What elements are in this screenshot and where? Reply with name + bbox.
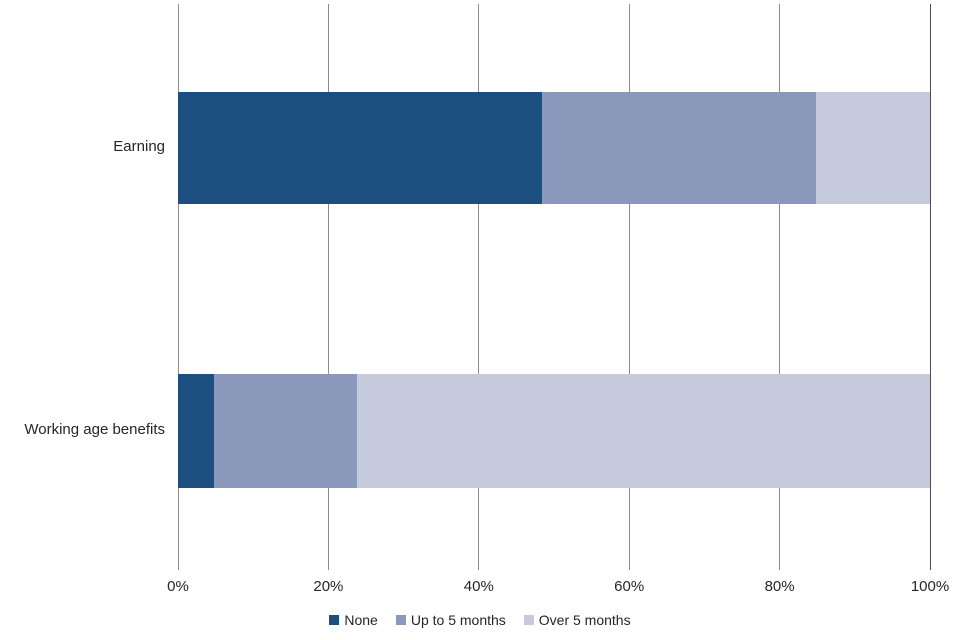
category-label-earning: Earning [113, 138, 165, 155]
legend-label-up-to-5-months: Up to 5 months [410, 612, 506, 628]
x-tick-label-40: 40% [463, 578, 494, 595]
legend: None Up to 5 months Over 5 months [0, 608, 960, 632]
x-tick-label-20: 20% [313, 578, 344, 595]
bar-segment-working-age-benefits-over-5-months [356, 374, 930, 488]
gridline-80 [779, 4, 781, 570]
legend-swatch-up-to-5-months [395, 615, 406, 625]
bar-segment-working-age-benefits-none [178, 374, 215, 488]
legend-swatch-over-5-months [523, 615, 534, 625]
bar-segment-working-age-benefits-up-to-5-months [214, 374, 357, 488]
plot-area [177, 4, 931, 570]
legend-item-over-5-months: Over 5 months [523, 612, 631, 628]
legend-swatch-none [329, 615, 340, 625]
x-tick-label-0: 0% [167, 578, 189, 595]
x-tick-label-80: 80% [764, 578, 795, 595]
category-label-working-age-benefits: Working age benefits [24, 421, 165, 438]
x-tick-label-60: 60% [614, 578, 645, 595]
gridline-20 [327, 4, 329, 570]
category-axis: Earning Working age benefits [0, 0, 165, 640]
gridline-40 [478, 4, 480, 570]
x-tick-label-100: 100% [910, 578, 950, 595]
legend-label-over-5-months: Over 5 months [538, 612, 631, 628]
gridline-100 [929, 4, 931, 570]
bar-segment-earning-none [178, 92, 542, 204]
gridline-60 [628, 4, 630, 570]
legend-item-none: None [329, 612, 378, 628]
bar-segment-earning-over-5-months [815, 92, 930, 204]
bar-working-age-benefits [178, 374, 930, 488]
legend-item-up-to-5-months: Up to 5 months [395, 612, 506, 628]
gridline-0 [177, 4, 179, 570]
legend-label-none: None [344, 612, 378, 628]
bar-segment-earning-up-to-5-months [541, 92, 816, 204]
percent-axis: 0% 20% 40% 60% 80% 100% [167, 578, 949, 598]
bar-earning [178, 92, 930, 204]
